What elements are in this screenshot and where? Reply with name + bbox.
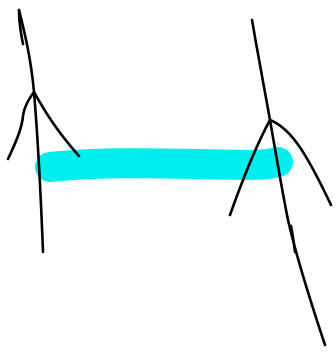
left-figure-top-flick [17,8,25,46]
cyan-connector-bar [35,147,293,182]
right-figure-left-leg [228,118,272,217]
left-figure-mast [17,8,45,254]
left-figure-right-leg [32,90,81,158]
left-figure-left-leg [6,90,36,161]
right-figure-tick [289,224,297,254]
right-figure-right-leg [268,118,333,207]
